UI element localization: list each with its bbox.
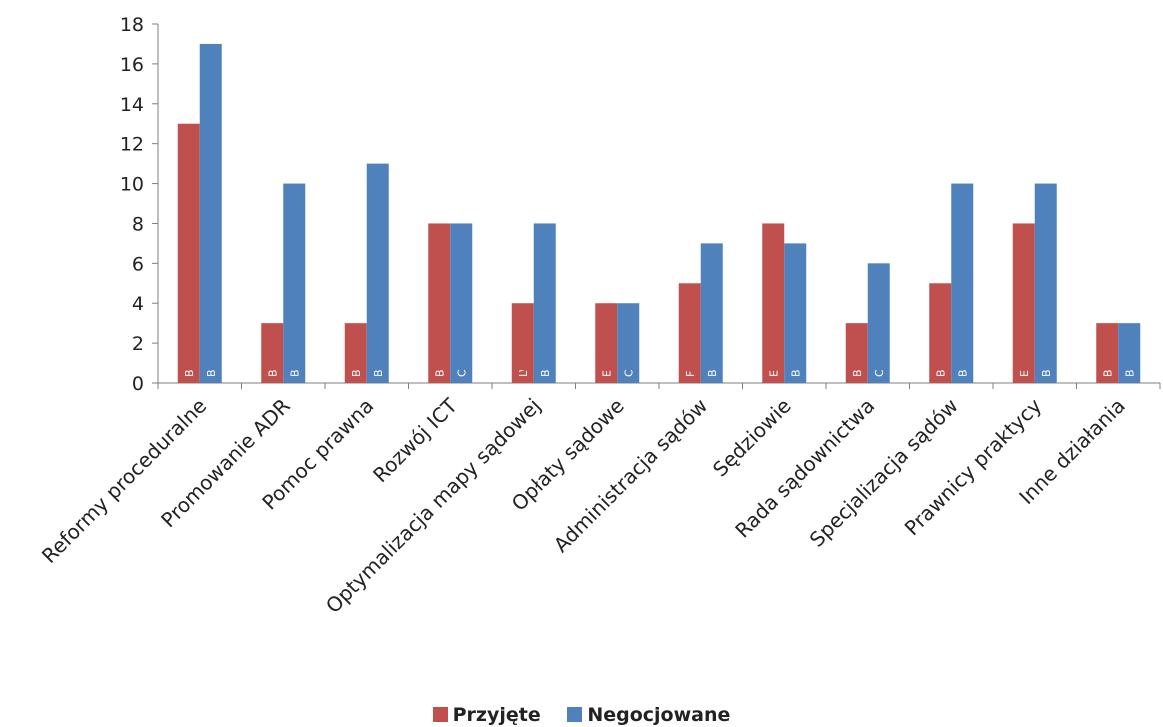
x-tick-label: Prawnicy praktycy <box>900 393 1047 540</box>
x-tick-label: Specjalizacja sądów <box>805 394 963 552</box>
bar-przyjete <box>679 283 701 383</box>
y-tick-label: 14 <box>120 94 144 116</box>
legend-swatch-przyjete <box>433 707 448 722</box>
legend-label-przyjete: Przyjęte <box>453 704 541 726</box>
bar-negocjowane <box>701 243 723 383</box>
bar-negocjowane <box>868 263 890 383</box>
bar-negocjowane <box>534 223 556 383</box>
y-tick-label: 6 <box>132 253 144 275</box>
bar-przyjete <box>178 124 200 383</box>
legend-swatch-negocjowane <box>567 707 582 722</box>
bar-negocjowane <box>784 243 806 383</box>
bar-negocjowane <box>200 44 222 383</box>
x-tick-label: Rada sądownictwa <box>730 394 879 543</box>
bar-negocjowane <box>450 223 472 383</box>
bar-przyjete <box>762 223 784 383</box>
bar-negocjowane <box>367 164 389 383</box>
legend: Przyjęte Negocjowane <box>0 704 1163 726</box>
y-tick-label: 0 <box>132 373 144 395</box>
y-tick-label: 8 <box>132 213 144 235</box>
x-tick-label: Reformy proceduralne <box>37 394 211 568</box>
bar-przyjete <box>428 223 450 383</box>
y-tick-label: 12 <box>120 134 144 156</box>
bar-przyjete <box>929 283 951 383</box>
y-tick-label: 16 <box>120 54 144 76</box>
legend-item-negocjowane: Negocjowane <box>567 704 730 726</box>
y-tick-label: 4 <box>132 293 144 315</box>
legend-item-przyjete: Przyjęte <box>433 704 541 726</box>
x-tick-label: Sędziowie <box>708 394 796 482</box>
bar-przyjete <box>1013 223 1035 383</box>
legend-label-negocjowane: Negocjowane <box>587 704 730 726</box>
y-tick-label: 2 <box>132 333 144 355</box>
bar-negocjowane <box>1035 184 1057 383</box>
bar-negocjowane <box>283 184 305 383</box>
x-tick-label: Administracja sądów <box>549 394 712 557</box>
y-tick-label: 18 <box>120 14 144 36</box>
bar-negocjowane <box>951 184 973 383</box>
y-tick-label: 10 <box>120 174 144 196</box>
